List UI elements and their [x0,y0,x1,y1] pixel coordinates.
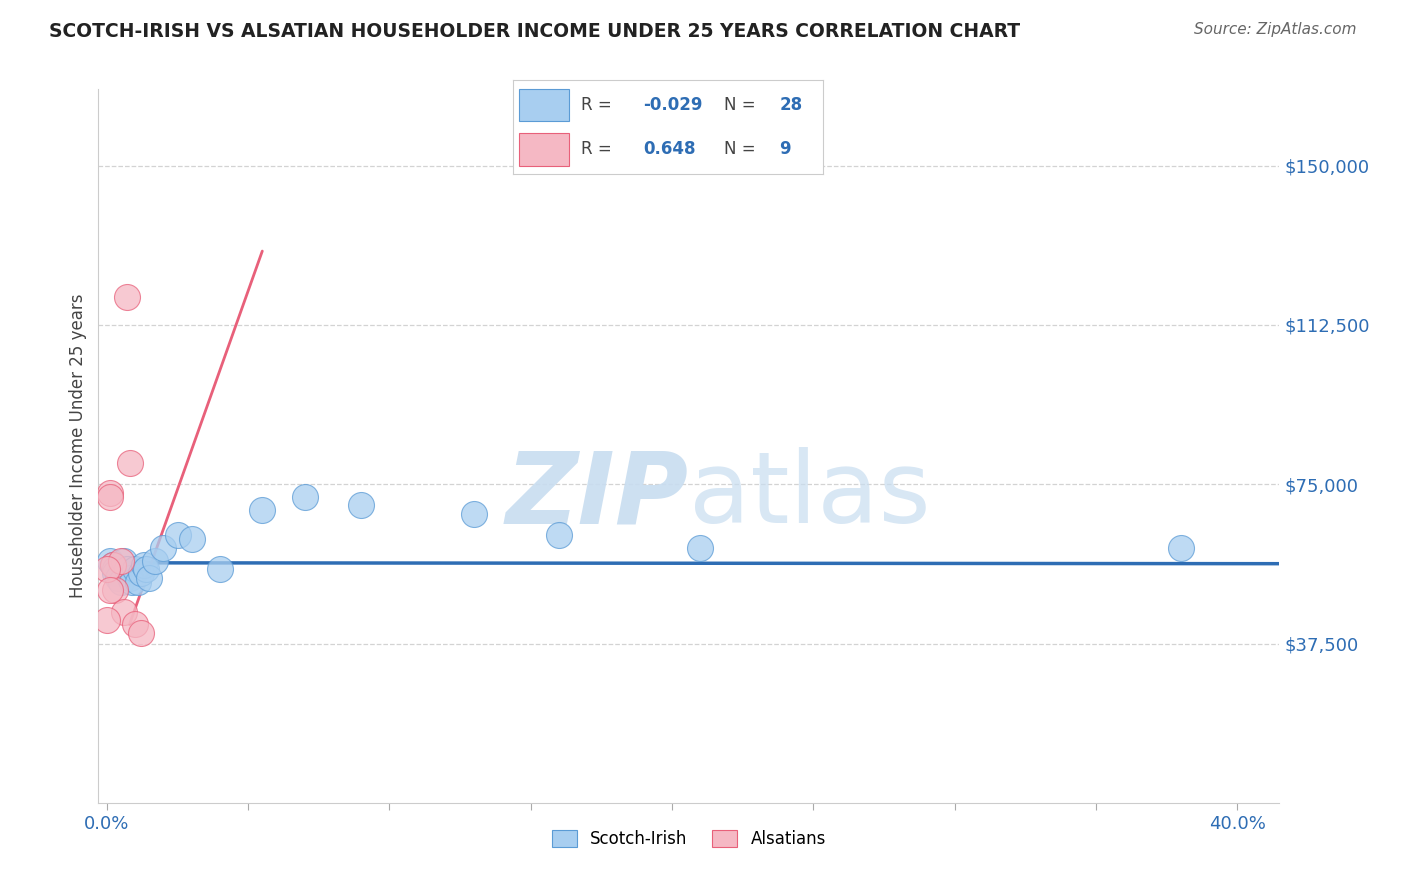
Point [118,571,141,585]
Text: SCOTCH-IRISH VS ALSATIAN HOUSEHOLDER INCOME UNDER 25 YEARS CORRELATION CHART: SCOTCH-IRISH VS ALSATIAN HOUSEHOLDER INC… [49,22,1021,41]
Point [252,502,274,516]
Point [166,528,188,542]
Point [294,490,316,504]
Point [121,574,143,589]
Text: 9: 9 [779,140,790,158]
Point [143,554,166,568]
Point [104,562,127,576]
Point [463,507,485,521]
FancyBboxPatch shape [519,133,569,166]
Text: 28: 28 [779,95,803,113]
Point [96,562,118,576]
Text: Source: ZipAtlas.com: Source: ZipAtlas.com [1194,22,1357,37]
Point [98,490,121,504]
Point [96,613,118,627]
Point [138,571,160,585]
Point [548,528,571,542]
Text: N =: N = [724,140,755,158]
Point [98,583,121,598]
Point [127,574,149,589]
Point [98,554,121,568]
Text: 0.648: 0.648 [643,140,696,158]
Point [124,617,146,632]
Text: ZIP: ZIP [506,448,689,544]
Point [115,562,138,576]
Legend: Scotch-Irish, Alsatians: Scotch-Irish, Alsatians [546,823,832,855]
Point [135,562,157,576]
Point [118,456,141,470]
Text: R =: R = [581,95,612,113]
Point [112,554,135,568]
Point [124,562,146,576]
Point [350,499,373,513]
Point [689,541,711,555]
Point [115,290,138,304]
Point [107,571,129,585]
Point [110,554,132,568]
Text: N =: N = [724,95,755,113]
Point [104,583,127,598]
Point [208,562,231,576]
Point [98,485,121,500]
Point [112,605,135,619]
Point [152,541,174,555]
Point [1170,541,1192,555]
Text: atlas: atlas [689,448,931,544]
Point [104,566,127,581]
Y-axis label: Householder Income Under 25 years: Householder Income Under 25 years [69,293,87,599]
Point [129,626,152,640]
Point [129,566,152,581]
Text: R =: R = [581,140,612,158]
FancyBboxPatch shape [519,88,569,121]
Point [132,558,155,572]
Point [180,533,202,547]
Point [110,574,132,589]
Text: -0.029: -0.029 [643,95,703,113]
Point [101,558,124,572]
Point [101,558,124,572]
